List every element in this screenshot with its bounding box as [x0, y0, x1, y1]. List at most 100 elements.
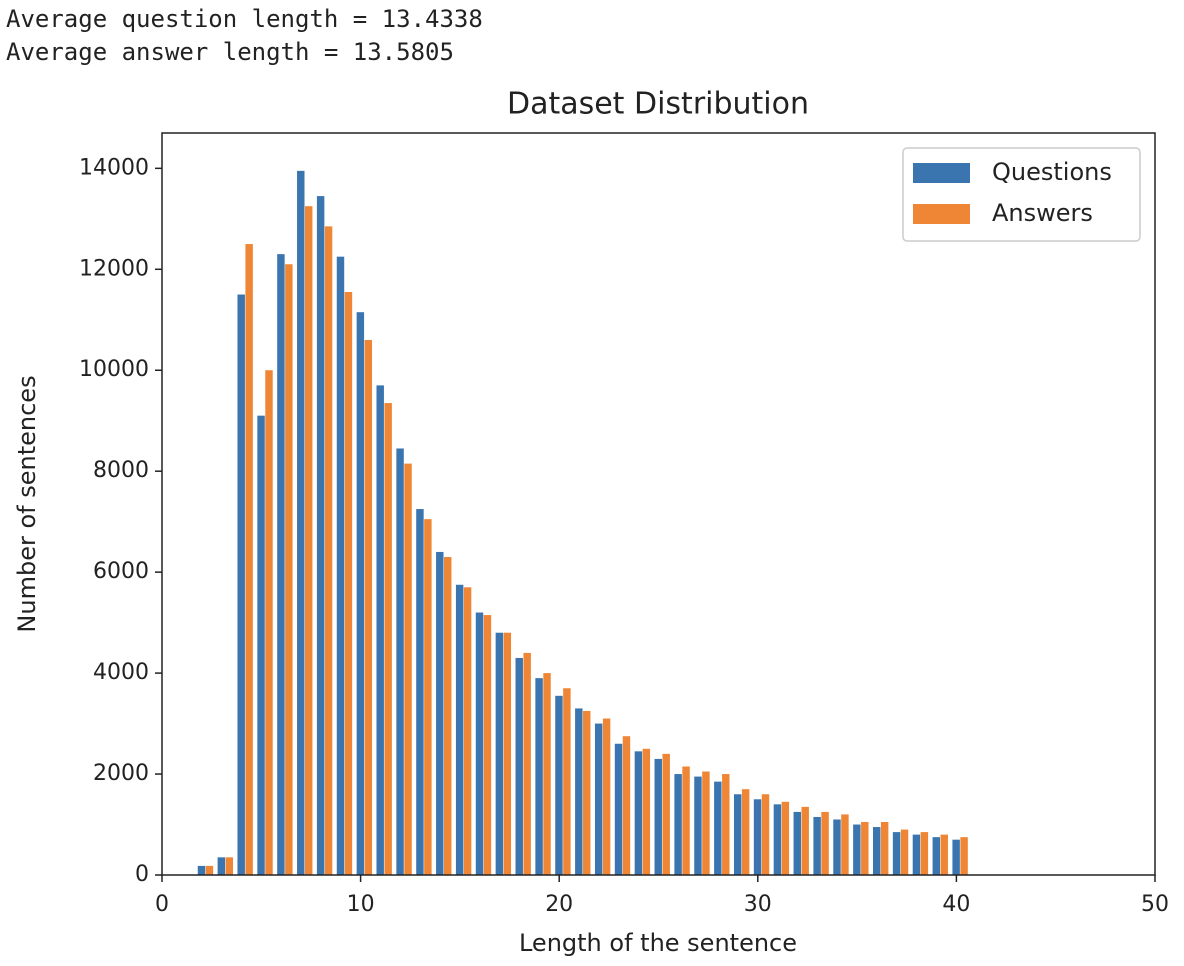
- x-tick-label: 0: [155, 892, 169, 917]
- x-tick-label: 10: [347, 892, 375, 917]
- bar: [483, 615, 492, 875]
- bar: [297, 170, 305, 875]
- bar: [575, 708, 583, 875]
- bar: [761, 794, 770, 875]
- bar: [841, 814, 849, 875]
- bar: [694, 776, 702, 875]
- bar: [813, 816, 821, 875]
- x-tick-label: 20: [545, 892, 573, 917]
- y-tick-label: 8000: [93, 458, 149, 483]
- bar: [912, 834, 921, 875]
- bar: [324, 226, 333, 875]
- bar: [932, 837, 941, 875]
- legend-label: Answers: [992, 199, 1093, 227]
- bar: [702, 771, 710, 875]
- bar: [960, 837, 968, 875]
- bar: [495, 632, 504, 875]
- x-tick-label: 40: [942, 892, 970, 917]
- bar: [384, 403, 392, 875]
- chart-title: Dataset Distribution: [507, 87, 809, 122]
- bar: [952, 839, 960, 875]
- bar: [237, 294, 245, 875]
- bar: [583, 710, 591, 875]
- bar: [722, 774, 730, 875]
- bar: [563, 688, 571, 875]
- bar: [833, 819, 841, 875]
- bar: [801, 806, 809, 875]
- bar: [535, 678, 543, 875]
- bar: [940, 834, 948, 875]
- bar: [714, 781, 722, 875]
- bar: [225, 857, 233, 875]
- bar: [602, 718, 611, 875]
- y-tick-label: 6000: [93, 559, 149, 584]
- bar: [364, 339, 373, 875]
- bar: [356, 312, 365, 875]
- x-tick-label: 50: [1141, 892, 1169, 917]
- plot-frame: [161, 132, 1156, 876]
- bar: [463, 587, 472, 875]
- y-tick-label: 4000: [93, 660, 149, 685]
- bar: [781, 801, 790, 875]
- bar: [674, 774, 682, 875]
- bar: [543, 673, 551, 875]
- legend-swatch: [913, 163, 970, 183]
- bar: [821, 811, 829, 875]
- y-tick-label: 0: [135, 862, 149, 887]
- bar: [555, 695, 563, 875]
- legend-swatch: [913, 204, 970, 224]
- bar: [634, 751, 643, 875]
- bar: [614, 743, 623, 875]
- bar: [416, 509, 424, 875]
- bar: [523, 652, 531, 875]
- bar: [265, 370, 273, 875]
- bar: [682, 766, 690, 875]
- bar: [217, 857, 226, 875]
- bar: [344, 292, 353, 875]
- x-tick-label: 30: [744, 892, 772, 917]
- bar: [197, 865, 206, 875]
- bar: [475, 612, 484, 875]
- bar: [205, 865, 214, 875]
- bar: [872, 827, 881, 875]
- bar: [622, 736, 631, 875]
- bar: [920, 832, 929, 875]
- bar: [642, 748, 651, 875]
- bar: [444, 557, 452, 875]
- bar: [436, 551, 444, 875]
- bar: [892, 832, 901, 875]
- bar: [376, 385, 384, 875]
- y-tick-label: 12000: [79, 256, 149, 281]
- bar: [861, 822, 869, 875]
- bar: [336, 256, 345, 876]
- x-axis-label: Length of the sentence: [519, 929, 797, 957]
- bar: [880, 822, 889, 875]
- bar: [257, 415, 265, 875]
- bar: [662, 753, 670, 875]
- bar: [424, 519, 432, 875]
- bar: [753, 799, 762, 875]
- y-tick-label: 2000: [93, 761, 149, 786]
- bar: [396, 448, 404, 875]
- bar: [900, 829, 909, 875]
- bar: [304, 206, 313, 875]
- bar: [654, 758, 662, 875]
- y-tick-label: 10000: [79, 357, 149, 382]
- bar: [455, 584, 464, 875]
- annotation: Average question length = 13.4338: [6, 5, 483, 33]
- bar: [793, 811, 801, 875]
- bar: [245, 244, 253, 876]
- bar: [285, 264, 293, 875]
- bar: [594, 723, 603, 875]
- bar: [404, 463, 412, 875]
- bar: [503, 632, 512, 875]
- bar: [316, 196, 325, 876]
- bar: [741, 789, 750, 875]
- annotation: Average answer length = 13.5805: [6, 38, 454, 66]
- bar: [277, 254, 285, 876]
- legend-label: Questions: [992, 158, 1112, 186]
- bar: [733, 794, 742, 875]
- bar: [515, 657, 523, 875]
- y-tick-label: 14000: [79, 155, 149, 180]
